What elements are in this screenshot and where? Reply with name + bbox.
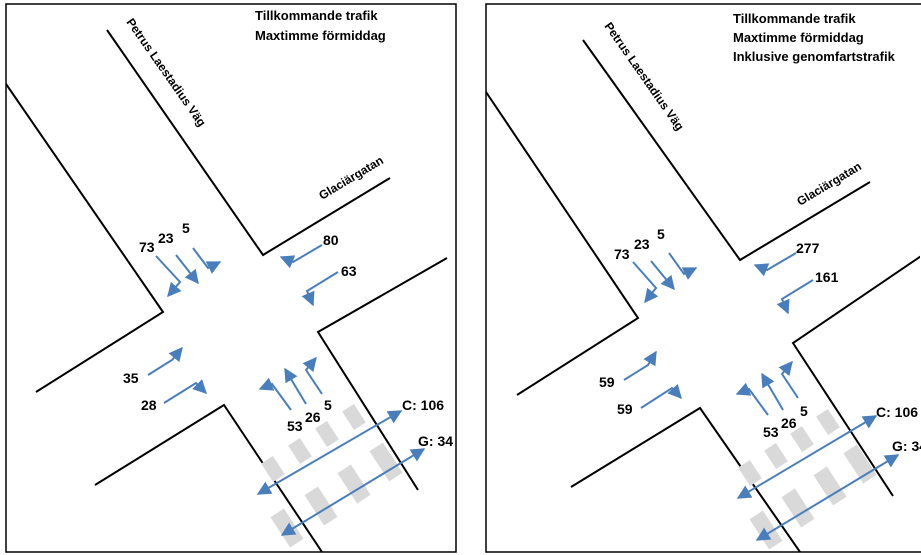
flow-value-south-2: 26 (305, 409, 321, 425)
flow-value-east-2: 161 (815, 269, 839, 285)
zebra-crossing (738, 409, 876, 549)
flow-value-west-1: 59 (599, 374, 615, 390)
crossing-label-g: G: 34 (418, 433, 453, 449)
title-line-1: Tillkommande trafik (733, 11, 856, 26)
road-edges (486, 40, 921, 552)
flow-value-north-1: 73 (139, 239, 155, 255)
crossing-label-c: C: 106 (402, 397, 444, 413)
flow-value-south-3: 5 (324, 397, 332, 413)
flow-value-east-1: 277 (796, 240, 820, 256)
street-label-glaciar: Glaciärgatan (316, 153, 386, 202)
flow-value-south-2: 26 (781, 415, 797, 431)
street-label-petrus: Petrus Laestadius Väg (602, 20, 687, 133)
flow-value-north-2: 23 (158, 230, 174, 246)
panel-right: Tillkommande trafik Maxtimme förmiddag I… (486, 4, 921, 552)
title-line-3: Inklusive genomfartstrafik (733, 49, 896, 64)
title-line-1: Tillkommande trafik (255, 8, 378, 23)
flow-value-north-3: 5 (657, 226, 665, 242)
flow-value-west-1: 35 (123, 370, 139, 386)
panel-left: Tillkommande trafik Maxtimme förmiddag P… (6, 4, 456, 552)
title-line-2: Maxtimme förmiddag (255, 28, 386, 43)
flow-value-north-3: 5 (182, 220, 190, 236)
crossing-label-g: G: 34 (892, 438, 921, 454)
flow-value-north-1: 73 (614, 246, 630, 262)
title-line-2: Maxtimme förmiddag (733, 30, 864, 45)
flow-value-west-2: 59 (617, 401, 633, 417)
flow-value-east-1: 80 (323, 232, 339, 248)
flow-value-south-3: 5 (800, 403, 808, 419)
flow-value-east-2: 63 (341, 263, 357, 279)
flow-value-south-1: 53 (287, 418, 303, 434)
flow-arrows (148, 245, 424, 535)
crossing-label-c: C: 106 (876, 404, 918, 420)
flow-value-west-2: 28 (141, 397, 157, 413)
flow-value-south-1: 53 (763, 424, 779, 440)
street-label-glaciar: Glaciärgatan (794, 159, 864, 208)
flow-value-north-2: 23 (634, 236, 650, 252)
road-edges (6, 30, 447, 552)
